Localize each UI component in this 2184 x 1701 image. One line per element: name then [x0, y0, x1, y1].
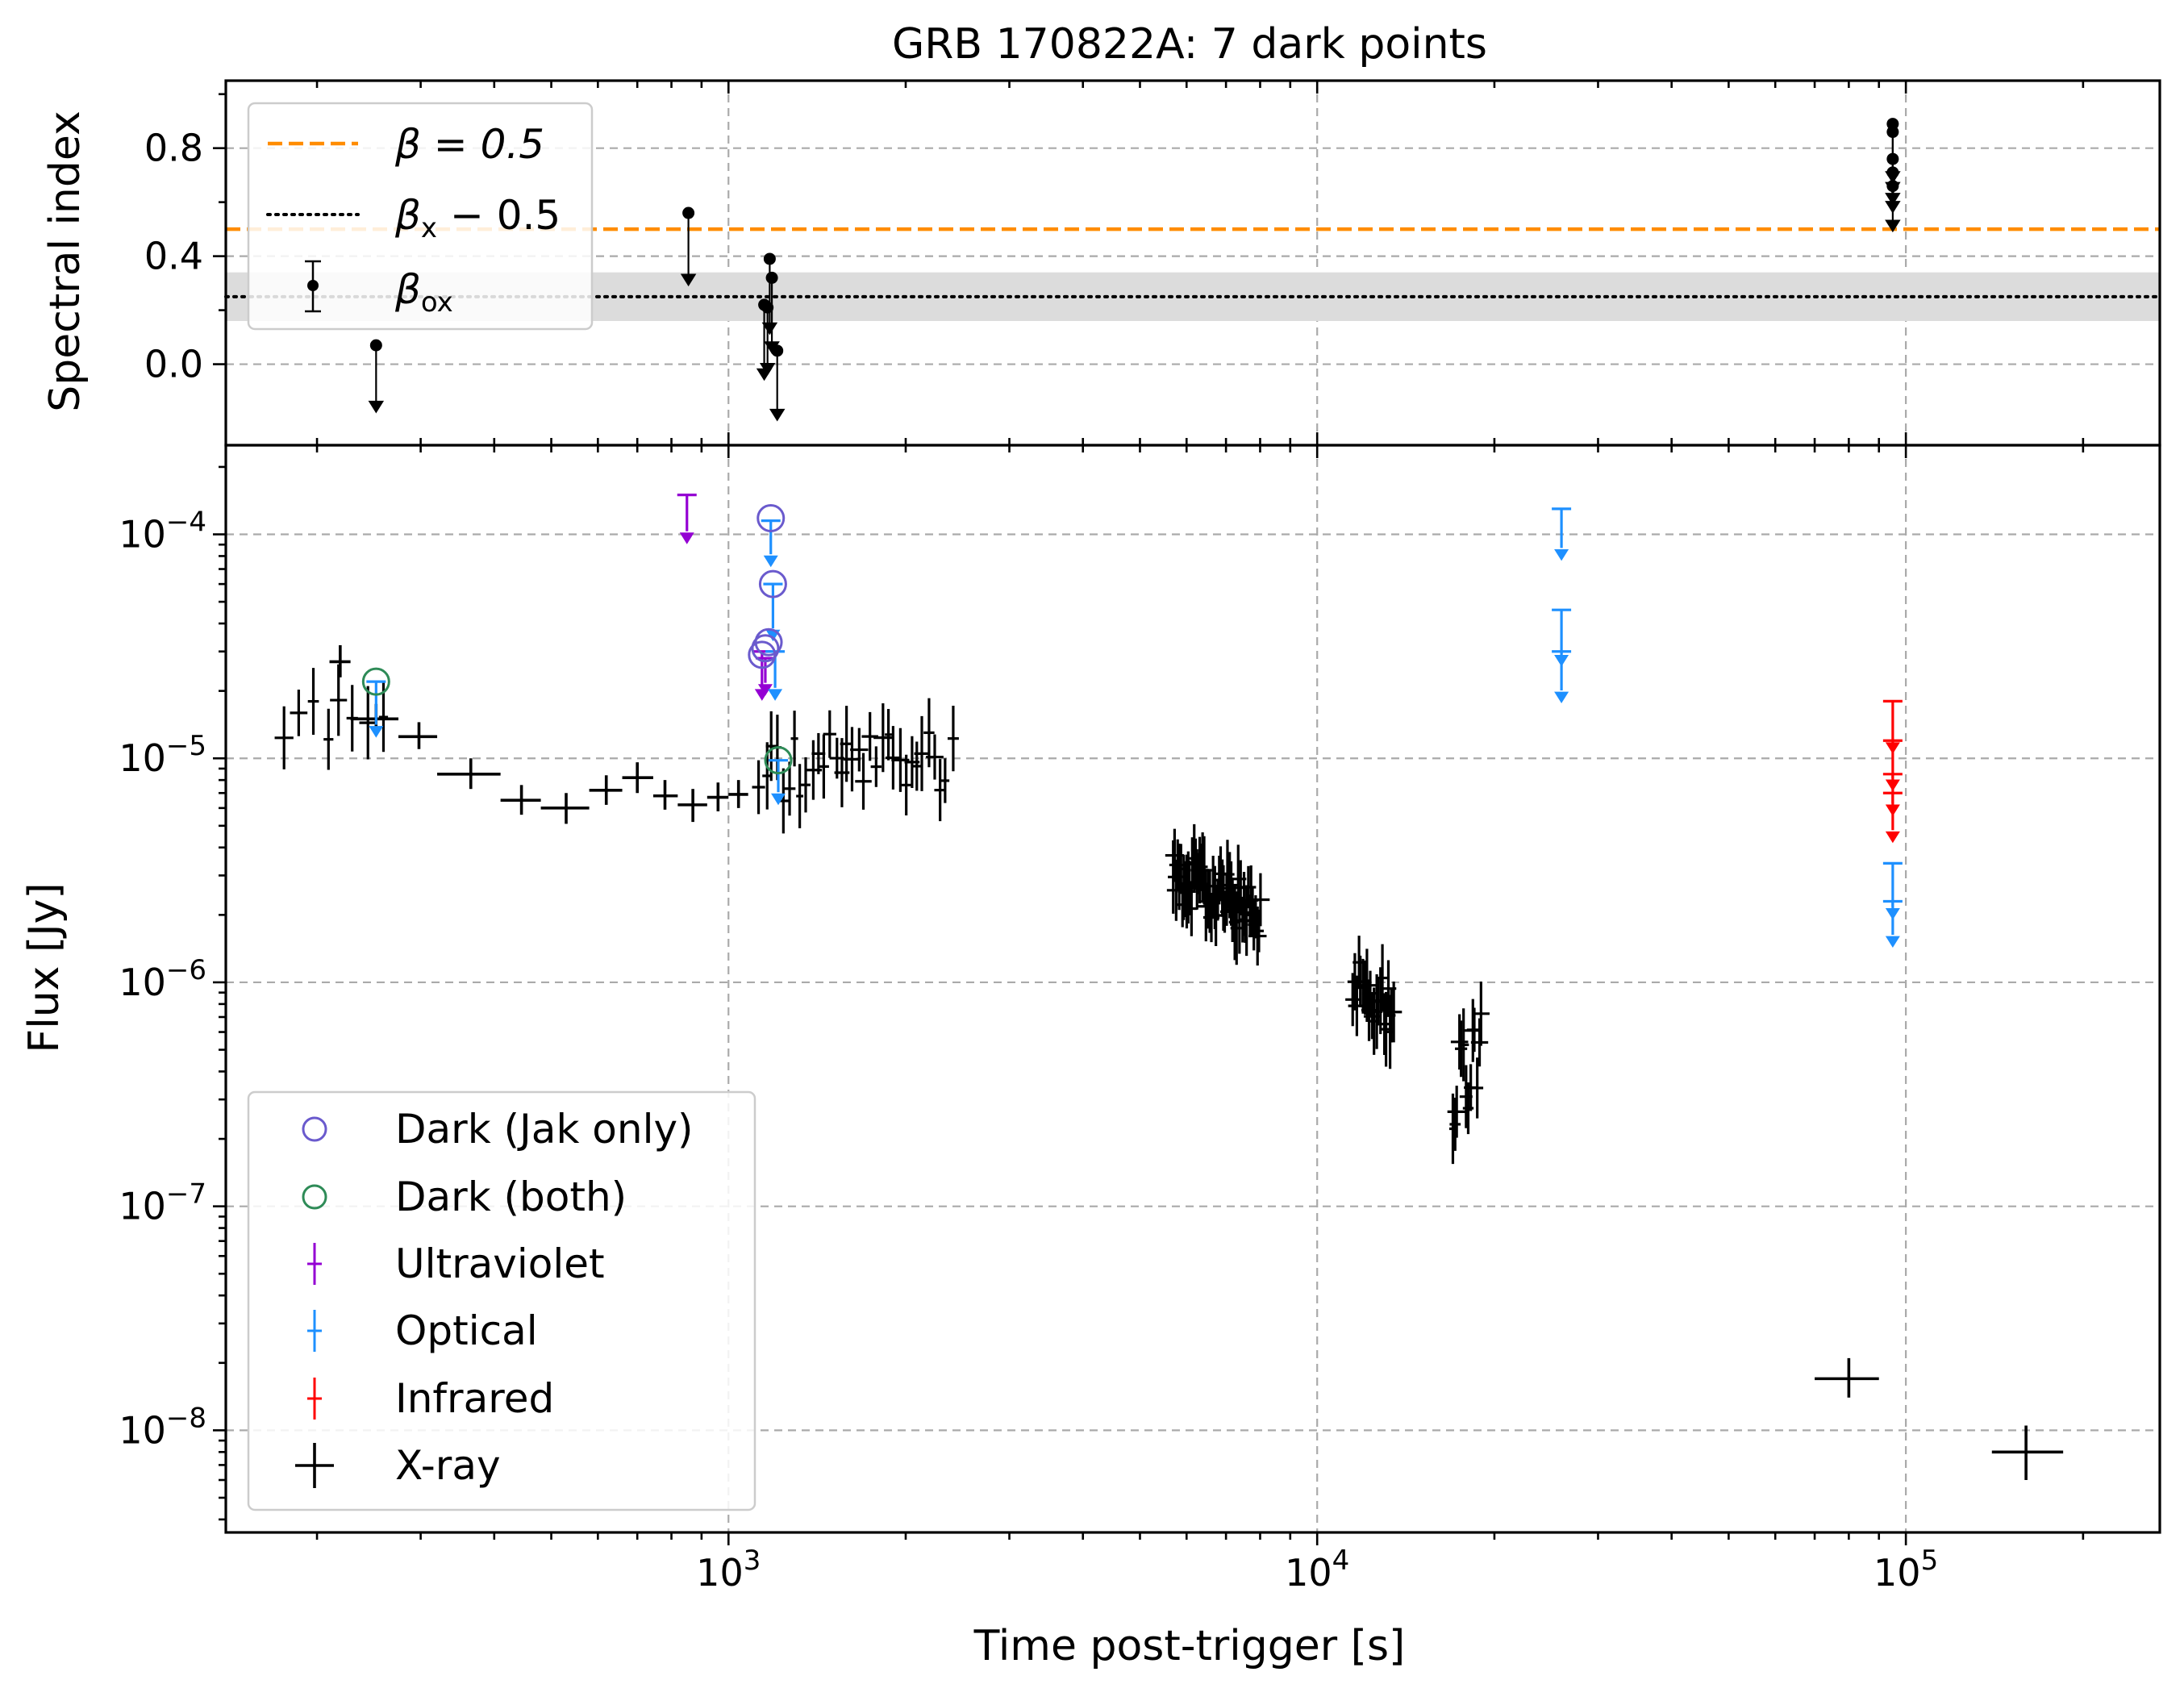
dark-point-marker: [758, 569, 787, 598]
upper-limit-arrow: [757, 684, 773, 696]
beta-ox-point: [1886, 152, 1899, 165]
beta-ox-arrow: [1885, 219, 1901, 233]
legend-label: Infrared: [395, 1375, 554, 1422]
y-tick-label: 10−7: [119, 1178, 206, 1228]
beta-ox-point: [765, 271, 778, 284]
y-tick-label: 10−6: [119, 954, 206, 1004]
legend-swatch-circle: [302, 1116, 327, 1142]
beta-ox-arrow: [759, 363, 776, 376]
beta-ox-arrow: [769, 408, 786, 422]
upper-limit-arrow: [369, 726, 384, 738]
x-axis-label: Time post-trigger [s]: [973, 1622, 1406, 1670]
upper-limit-arrow: [771, 793, 786, 806]
dark-point-marker: [754, 627, 783, 657]
beta-ox-point: [771, 344, 784, 357]
upper-limit-arrow: [1885, 936, 1900, 948]
legend-label: βox: [394, 266, 453, 319]
legend-label: Optical: [395, 1307, 538, 1354]
dark-point-marker: [751, 634, 780, 663]
beta-ox-point: [763, 252, 776, 265]
beta-ox-arrow: [368, 400, 385, 414]
beta-ox-arrow: [764, 341, 780, 354]
y-tick-label: 10−5: [119, 730, 206, 780]
legend-box: [247, 102, 594, 331]
legend-label: βx − 0.5: [394, 192, 561, 244]
x-tick-label: 104: [1285, 1545, 1349, 1595]
legend-label: β = 0.5: [394, 121, 544, 168]
dark-point-marker: [361, 667, 390, 696]
y-tick-label: 0.8: [144, 127, 203, 170]
legend-swatch-point: [307, 280, 319, 291]
beta-ox-point: [682, 206, 695, 219]
upper-limit-arrow: [679, 532, 694, 544]
y-axis-label-flux: Flux [Jy]: [20, 882, 69, 1053]
legend-label: X-ray: [395, 1442, 501, 1489]
beta-ox-point: [1886, 126, 1899, 139]
dark-point-marker: [756, 504, 786, 533]
legend-label: Dark (both): [395, 1174, 627, 1220]
beta-ox-point: [369, 339, 382, 352]
y-tick-label: 10−8: [119, 1402, 206, 1452]
beta-ox-arrow: [761, 322, 778, 336]
upper-limit-arrow: [768, 689, 783, 701]
beta-ox-point: [1886, 166, 1899, 179]
upper-limit-arrow: [1554, 691, 1569, 704]
legend-box: [247, 1090, 756, 1511]
x-tick-label: 103: [696, 1545, 761, 1595]
legend-label: Ultraviolet: [395, 1240, 605, 1287]
flux-data: [274, 494, 2064, 1480]
dark-point-marker: [764, 746, 793, 775]
axes-frame: [213, 79, 2161, 1545]
y-tick-label: 10−4: [119, 507, 206, 557]
upper-limit-arrow: [1885, 831, 1900, 844]
chart-title: GRB 170822A: 7 dark points: [892, 20, 1487, 69]
tick-labels: 0.0 0.4 0.8 10−8 10−7 10−6 10−5 10−4 103 104 105: [119, 127, 1938, 1595]
flux-frame: [224, 444, 2161, 1534]
beta-ox-point: [1886, 180, 1899, 193]
legend-label: Dark (Jak only): [395, 1106, 694, 1153]
legend-spectral-index: β = 0.5 βx − 0.5 βox: [247, 102, 594, 331]
y-tick-label: 0.0: [144, 343, 203, 386]
upper-limit-arrow: [763, 555, 778, 568]
y-axis-label-spectral-index: Spectral index: [41, 110, 90, 411]
beta-ox-arrow: [680, 273, 697, 287]
y-tick-label: 0.4: [144, 235, 203, 278]
upper-limit-arrow: [1554, 549, 1569, 561]
x-tick-label: 105: [1873, 1545, 1938, 1595]
legend-flux: Dark (Jak only) Dark (both) Ultraviolet Opt…: [247, 1090, 756, 1511]
legend-swatch-circle: [302, 1184, 327, 1210]
